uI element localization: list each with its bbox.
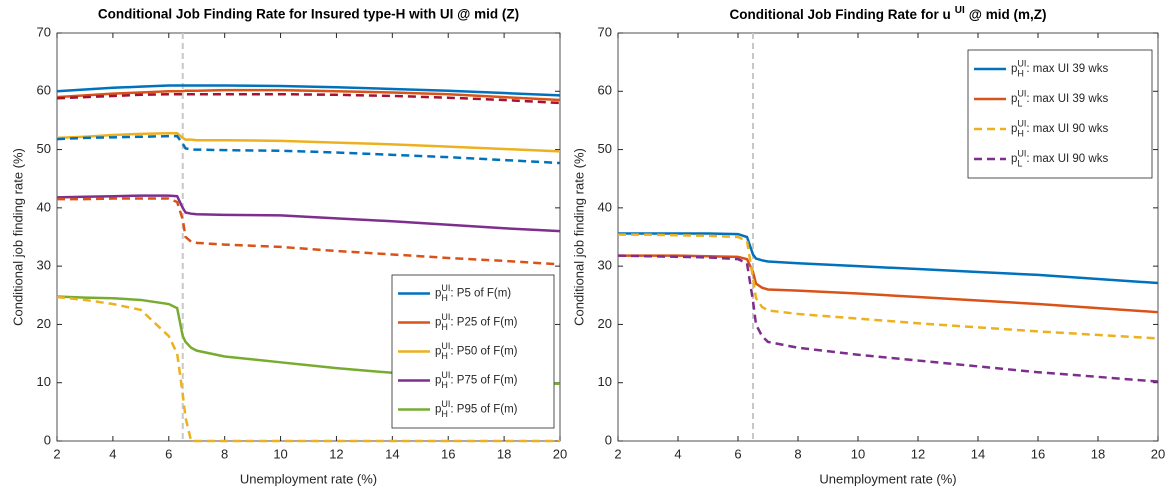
legend-label: p xyxy=(1011,63,1017,75)
series-line xyxy=(56,132,561,153)
y-tick-label: 0 xyxy=(44,432,51,447)
legend-label: : max UI 39 wks xyxy=(1026,63,1108,75)
x-tick-label: 12 xyxy=(329,446,343,461)
legend-label: p xyxy=(435,288,441,300)
legend-label: : max UI 90 wks xyxy=(1026,123,1108,135)
legend-sub: H xyxy=(1017,68,1024,78)
x-tick-label: 16 xyxy=(1031,446,1045,461)
legend-sup: UI xyxy=(441,399,450,409)
legend-label: p xyxy=(1011,93,1017,105)
y-tick-label: 20 xyxy=(598,316,612,331)
y-tick-label: 70 xyxy=(598,24,612,39)
legend-sub: H xyxy=(441,293,448,303)
x-tick-label: 4 xyxy=(109,446,116,461)
x-axis-label: Unemployment rate (%) xyxy=(240,471,377,486)
legend-box xyxy=(967,49,1153,179)
legend-label: p xyxy=(435,375,441,387)
legend-label: : P95 of F(m) xyxy=(450,404,517,416)
series-line xyxy=(617,254,1159,383)
chart-title-sup: UI xyxy=(955,5,965,16)
y-tick-label: 50 xyxy=(37,141,51,156)
y-tick-label: 10 xyxy=(598,374,612,389)
legend-sup: UI xyxy=(1017,118,1026,128)
legend-label: p xyxy=(435,317,441,329)
legend-sub: L xyxy=(1017,98,1022,108)
chart-title: Conditional Job Finding Rate for u UI @ mi… xyxy=(730,5,1047,22)
series-line xyxy=(56,84,561,97)
legend-sup: UI xyxy=(441,370,450,380)
x-tick-label: 10 xyxy=(851,446,865,461)
legend-label: p xyxy=(1011,153,1017,165)
x-tick-label: 16 xyxy=(441,446,455,461)
x-tick-label: 14 xyxy=(971,446,985,461)
x-tick-label: 20 xyxy=(553,446,567,461)
x-tick-label: 12 xyxy=(911,446,925,461)
y-axis-label: Conditional job finding rate (%) xyxy=(10,148,25,326)
legend-sub: H xyxy=(441,322,448,332)
x-tick-label: 6 xyxy=(165,446,172,461)
x-tick-label: 20 xyxy=(1151,446,1165,461)
y-tick-label: 0 xyxy=(605,432,612,447)
legend-sup: UI xyxy=(1017,58,1026,68)
series-line xyxy=(56,88,561,102)
legend-label: : P5 of F(m) xyxy=(450,288,511,300)
x-tick-label: 2 xyxy=(614,446,621,461)
x-tick-label: 8 xyxy=(794,446,801,461)
legend-label: p xyxy=(435,346,441,358)
legend-label: : max UI 39 wks xyxy=(1026,93,1108,105)
x-tick-label: 8 xyxy=(221,446,228,461)
x-tick-label: 2 xyxy=(53,446,60,461)
x-tick-label: 18 xyxy=(497,446,511,461)
chart-title-part: @ mid (m,Z) xyxy=(969,7,1047,22)
series-line xyxy=(618,232,1159,285)
legend-sub: H xyxy=(441,351,448,361)
series-line xyxy=(56,194,561,233)
legend-label: p xyxy=(435,404,441,416)
chart-title-part: Conditional Job Finding Rate for u xyxy=(730,7,951,22)
legend-sup: UI xyxy=(1017,148,1026,158)
y-tick-label: 10 xyxy=(37,374,51,389)
x-tick-label: 10 xyxy=(273,446,287,461)
y-tick-label: 40 xyxy=(598,199,612,214)
x-tick-label: 14 xyxy=(385,446,399,461)
legend-sub: H xyxy=(441,409,448,419)
legend-sub: L xyxy=(1017,158,1022,168)
legend-sup: UI xyxy=(441,312,450,322)
y-tick-label: 60 xyxy=(598,83,612,98)
y-tick-label: 30 xyxy=(598,258,612,273)
x-tick-label: 6 xyxy=(734,446,741,461)
series-line xyxy=(57,197,561,266)
legend-sup: UI xyxy=(1017,88,1026,98)
legend-sub: H xyxy=(441,380,448,390)
y-tick-label: 30 xyxy=(37,258,51,273)
legend-label: : P75 of F(m) xyxy=(450,375,517,387)
legend-sup: UI xyxy=(441,283,450,293)
y-tick-label: 50 xyxy=(598,141,612,156)
series-line xyxy=(618,233,1159,340)
y-tick-label: 20 xyxy=(37,316,51,331)
y-tick-label: 70 xyxy=(37,24,51,39)
legend-label: : P25 of F(m) xyxy=(450,317,517,329)
chart-title: Conditional Job Finding Rate for Insured… xyxy=(98,7,519,22)
legend-label: : max UI 90 wks xyxy=(1026,153,1108,165)
y-tick-label: 40 xyxy=(37,199,51,214)
legend-sup: UI xyxy=(441,341,450,351)
x-tick-label: 18 xyxy=(1091,446,1105,461)
y-axis-label: Conditional job finding rate (%) xyxy=(571,148,586,326)
series-line xyxy=(56,92,561,105)
legend-sub: H xyxy=(1017,128,1024,138)
x-axis-label: Unemployment rate (%) xyxy=(819,471,956,486)
y-tick-label: 60 xyxy=(37,83,51,98)
legend-label: p xyxy=(1011,123,1017,135)
x-tick-label: 4 xyxy=(674,446,681,461)
legend-label: : P50 of F(m) xyxy=(450,346,517,358)
